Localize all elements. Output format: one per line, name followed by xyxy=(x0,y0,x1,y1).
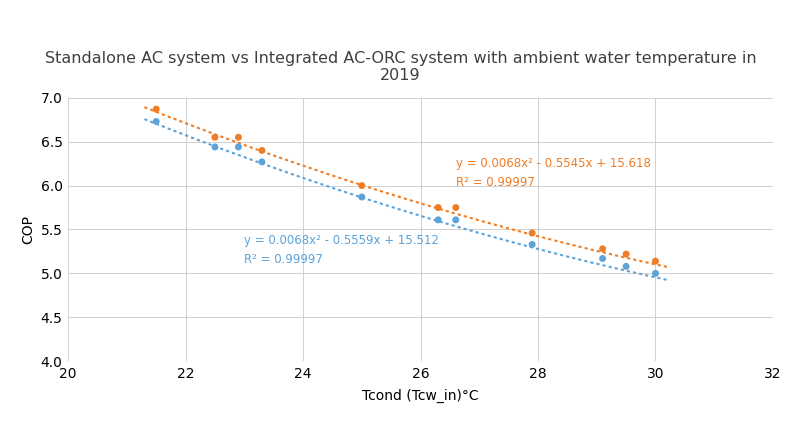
X-axis label: Tcond (Tcw_in)°C: Tcond (Tcw_in)°C xyxy=(362,389,479,403)
Point xyxy=(208,134,221,141)
Point xyxy=(449,216,462,223)
Point xyxy=(596,245,609,252)
Text: Standalone AC system vs Integrated AC-ORC system with ambient water temperature : Standalone AC system vs Integrated AC-OR… xyxy=(45,51,756,83)
Point xyxy=(649,258,662,264)
Point xyxy=(356,194,368,201)
Y-axis label: COP: COP xyxy=(21,215,35,244)
Point xyxy=(432,216,445,223)
Point xyxy=(232,144,245,150)
Point xyxy=(649,270,662,277)
Text: y = 0.0068x² - 0.5545x + 15.618
R² = 0.99997: y = 0.0068x² - 0.5545x + 15.618 R² = 0.9… xyxy=(456,158,650,190)
Point xyxy=(432,204,445,211)
Text: y = 0.0068x² - 0.5559x + 15.512
R² = 0.99997: y = 0.0068x² - 0.5559x + 15.512 R² = 0.9… xyxy=(244,234,439,266)
Point xyxy=(525,230,538,236)
Point xyxy=(620,263,633,270)
Point xyxy=(232,134,245,141)
Point xyxy=(208,144,221,150)
Point xyxy=(596,255,609,262)
Point xyxy=(525,241,538,248)
Point xyxy=(620,251,633,258)
Point xyxy=(256,159,268,165)
Point xyxy=(256,147,268,154)
Point xyxy=(449,204,462,211)
Point xyxy=(150,106,163,113)
Point xyxy=(356,182,368,189)
Point xyxy=(150,118,163,125)
